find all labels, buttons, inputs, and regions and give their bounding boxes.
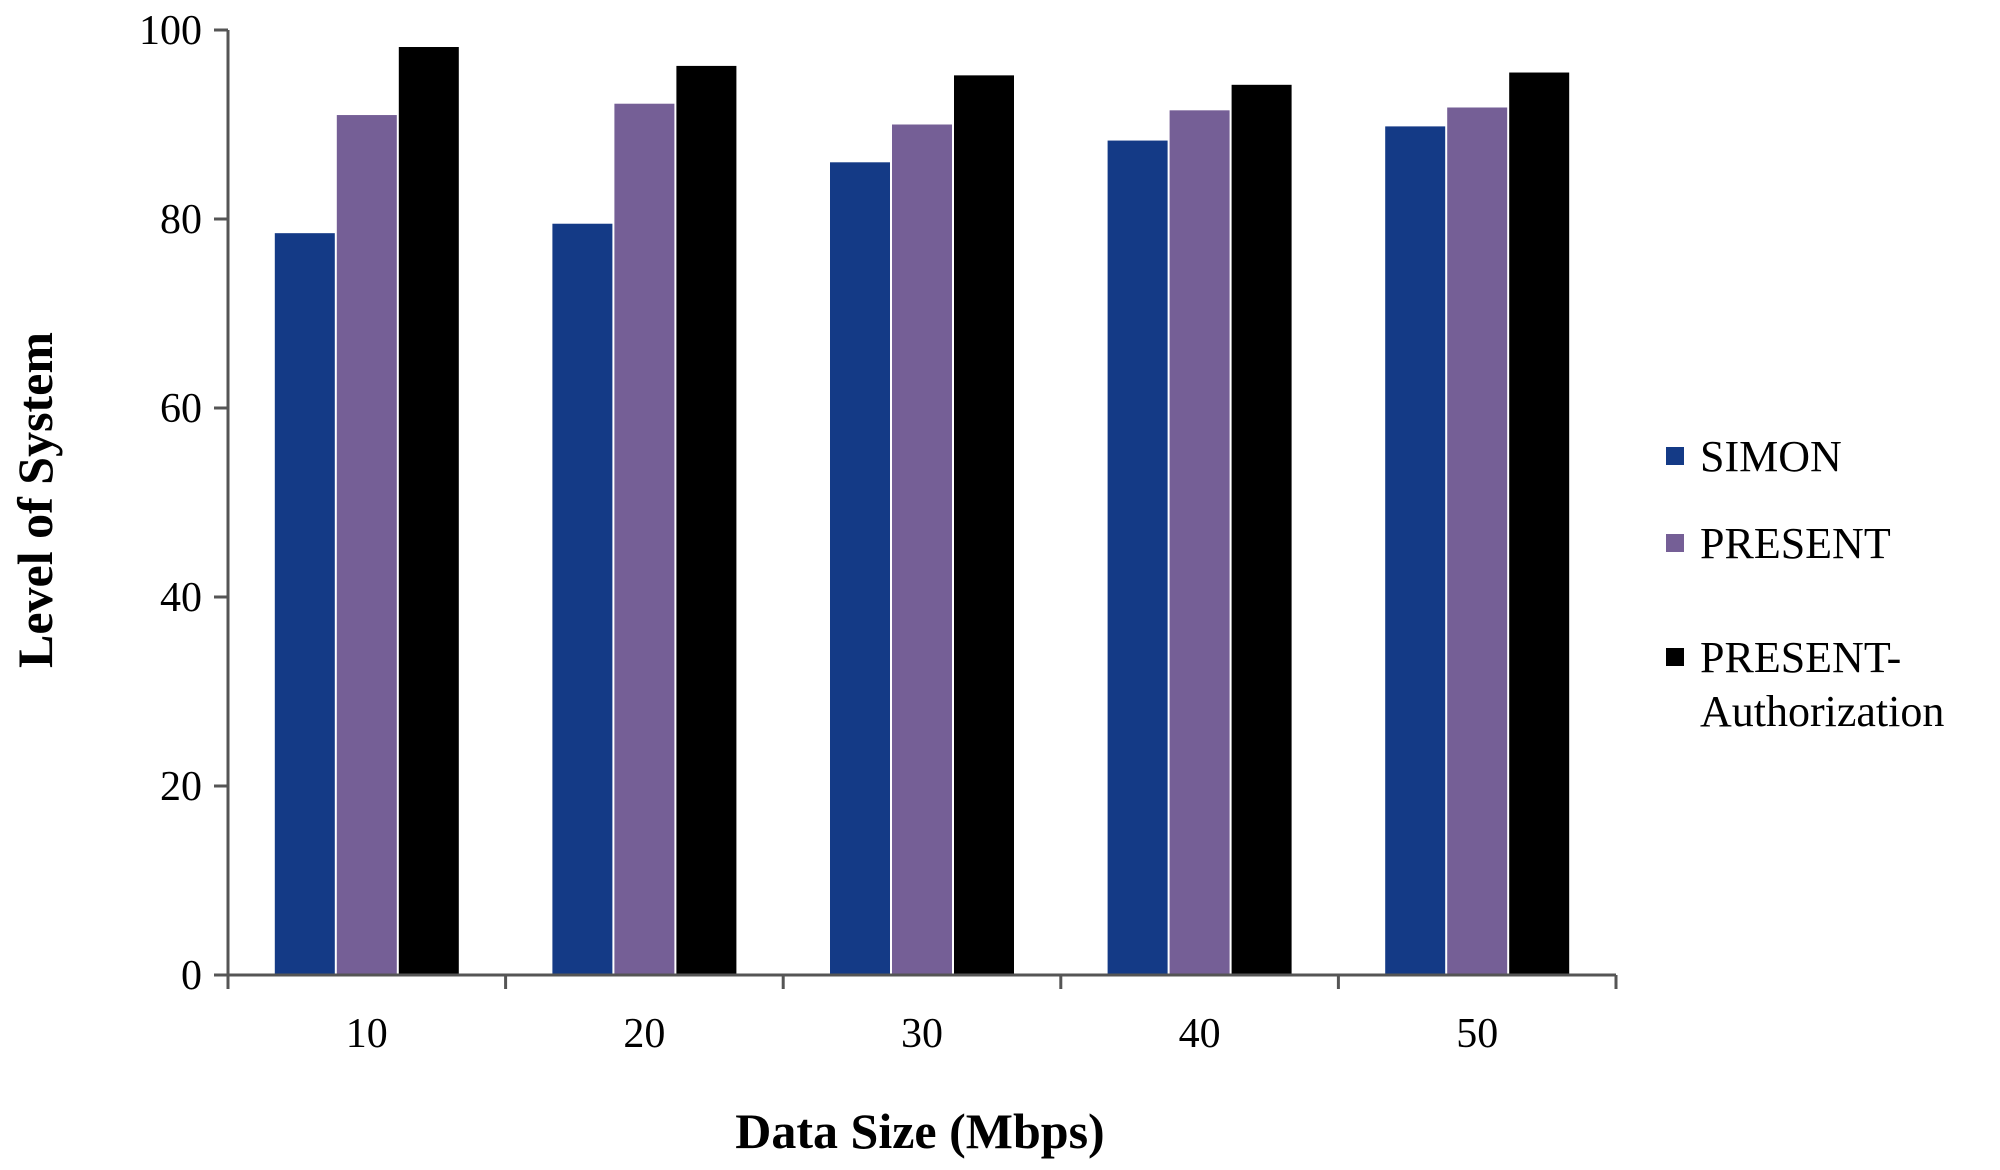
bar-present-authorization-50 [1509, 72, 1570, 975]
y-axis-title: Level of System [7, 332, 63, 668]
legend-label: PRESENT [1700, 519, 1891, 568]
bar-present-authorization-10 [398, 47, 459, 975]
legend-swatch [1666, 534, 1684, 552]
bar-present-40 [1169, 110, 1230, 975]
y-tick-label: 20 [160, 764, 202, 810]
bar-present-authorization-20 [676, 65, 737, 975]
legend: SIMON PRESENT PRESENT-Authorization [1666, 432, 1944, 736]
x-tick-label: 30 [901, 1011, 943, 1057]
x-axis-title: Data Size (Mbps) [735, 1103, 1104, 1159]
x-ticks-group: 10 20 30 40 50 [226, 975, 1618, 1057]
axes-group [226, 30, 1616, 977]
y-tick-label: 40 [160, 575, 202, 621]
bar-simon-40 [1107, 140, 1168, 975]
bar-simon-20 [552, 223, 613, 976]
bar-present-50 [1447, 107, 1508, 976]
bar-simon-10 [274, 233, 335, 976]
x-tick-label: 10 [346, 1011, 388, 1057]
bar-present-30 [892, 124, 952, 975]
bar-simon-30 [830, 162, 890, 976]
y-ticks-group: 0 20 40 60 80 100 [139, 8, 228, 999]
bar-present-20 [614, 103, 675, 975]
bar-present-authorization-30 [954, 75, 1014, 976]
y-tick-label: 60 [160, 386, 202, 432]
bar-present-10 [336, 115, 397, 976]
legend-swatch [1666, 648, 1684, 666]
y-tick-label: 80 [160, 197, 202, 243]
bar-present-authorization-40 [1231, 84, 1292, 975]
x-tick-label: 20 [623, 1011, 665, 1057]
x-tick-label: 50 [1456, 1011, 1498, 1057]
legend-label: SIMON [1700, 432, 1842, 481]
legend-swatch [1666, 447, 1684, 465]
y-tick-label: 0 [181, 953, 202, 999]
bars-group [274, 47, 1570, 976]
legend-label: PRESENT-Authorization [1700, 633, 1944, 736]
x-tick-label: 40 [1179, 1011, 1221, 1057]
bar-simon-50 [1385, 126, 1446, 975]
y-tick-label: 100 [139, 8, 202, 54]
